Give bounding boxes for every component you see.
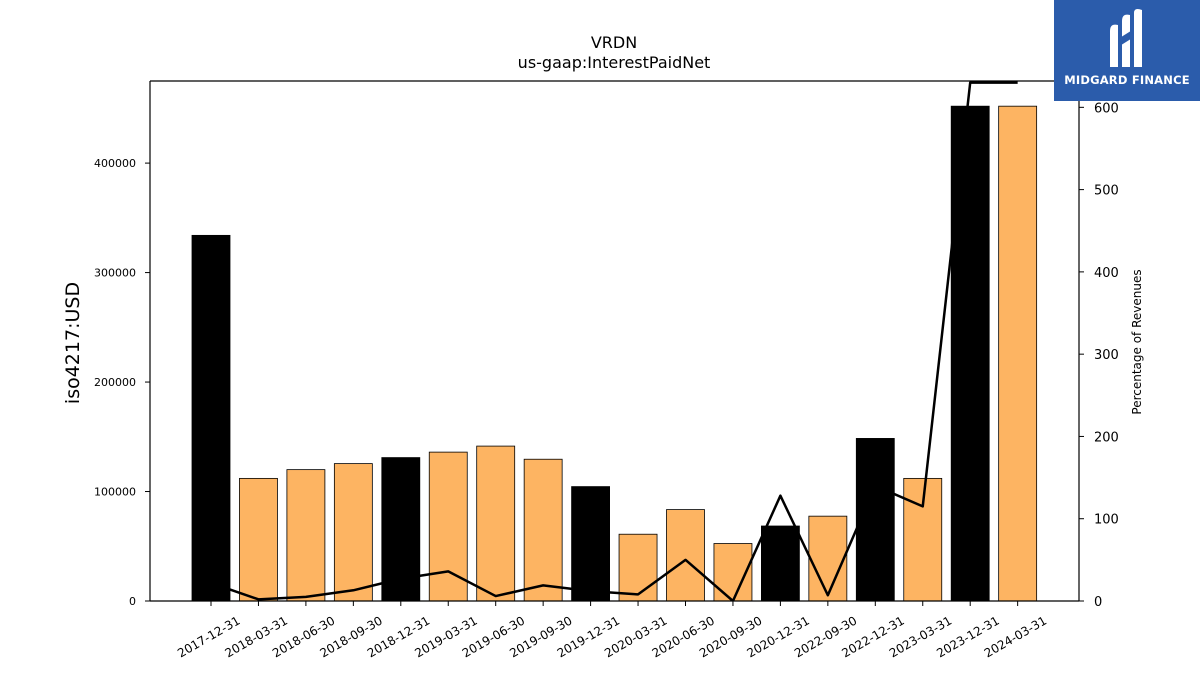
y-axis-label: iso4217:USD [62, 282, 84, 404]
bar-2017-12-31 [191, 234, 231, 602]
bars-layer [191, 105, 1038, 602]
bar-2019-09-30 [523, 458, 563, 602]
bar-2018-09-30 [333, 463, 373, 602]
y2-tick-label: 500 [1094, 184, 1119, 199]
bar-2019-12-31 [571, 486, 610, 602]
chart-title: VRDN [591, 33, 637, 52]
bar-2024-03-31 [998, 105, 1038, 602]
bar-2019-06-30 [476, 445, 516, 602]
series-line-percentage-of-revenues [210, 81, 1018, 601]
y-tick-label: 400000 [94, 157, 136, 170]
y-tick-label: 300000 [94, 267, 136, 280]
y2-tick-label: 100 [1094, 513, 1119, 528]
y-tick-label: 0 [129, 595, 136, 608]
midgard-finance-logo: MIDGARD FINANCE [1054, 0, 1200, 101]
bar-2019-03-31 [428, 451, 468, 602]
bar-2022-09-30 [808, 515, 848, 602]
bar-2023-12-31 [950, 105, 990, 602]
y2-tick-label: 600 [1094, 101, 1119, 116]
y2-tick-label: 200 [1094, 430, 1119, 445]
chart-subtitle: us-gaap:InterestPaidNet [518, 53, 711, 72]
logo-text: MIDGARD FINANCE [1064, 73, 1190, 87]
bar-2020-03-31 [618, 533, 658, 602]
bar-2020-06-30 [666, 509, 705, 602]
bar-2022-12-31 [855, 438, 895, 602]
bar-2020-12-31 [761, 525, 800, 602]
y-tick-label: 100000 [94, 486, 136, 499]
y2-tick-label: 0 [1094, 595, 1102, 610]
line-layer [210, 81, 1018, 601]
y2-tick-label: 400 [1094, 266, 1119, 281]
bar-2018-06-30 [286, 469, 326, 602]
bar-2018-03-31 [239, 477, 278, 602]
y-tick-label: 200000 [94, 376, 136, 389]
midgard-m-logo-icon [1110, 9, 1142, 68]
y2-tick-label: 300 [1094, 348, 1119, 363]
y2-axis-label: Percentage of Revenues [1130, 269, 1144, 414]
